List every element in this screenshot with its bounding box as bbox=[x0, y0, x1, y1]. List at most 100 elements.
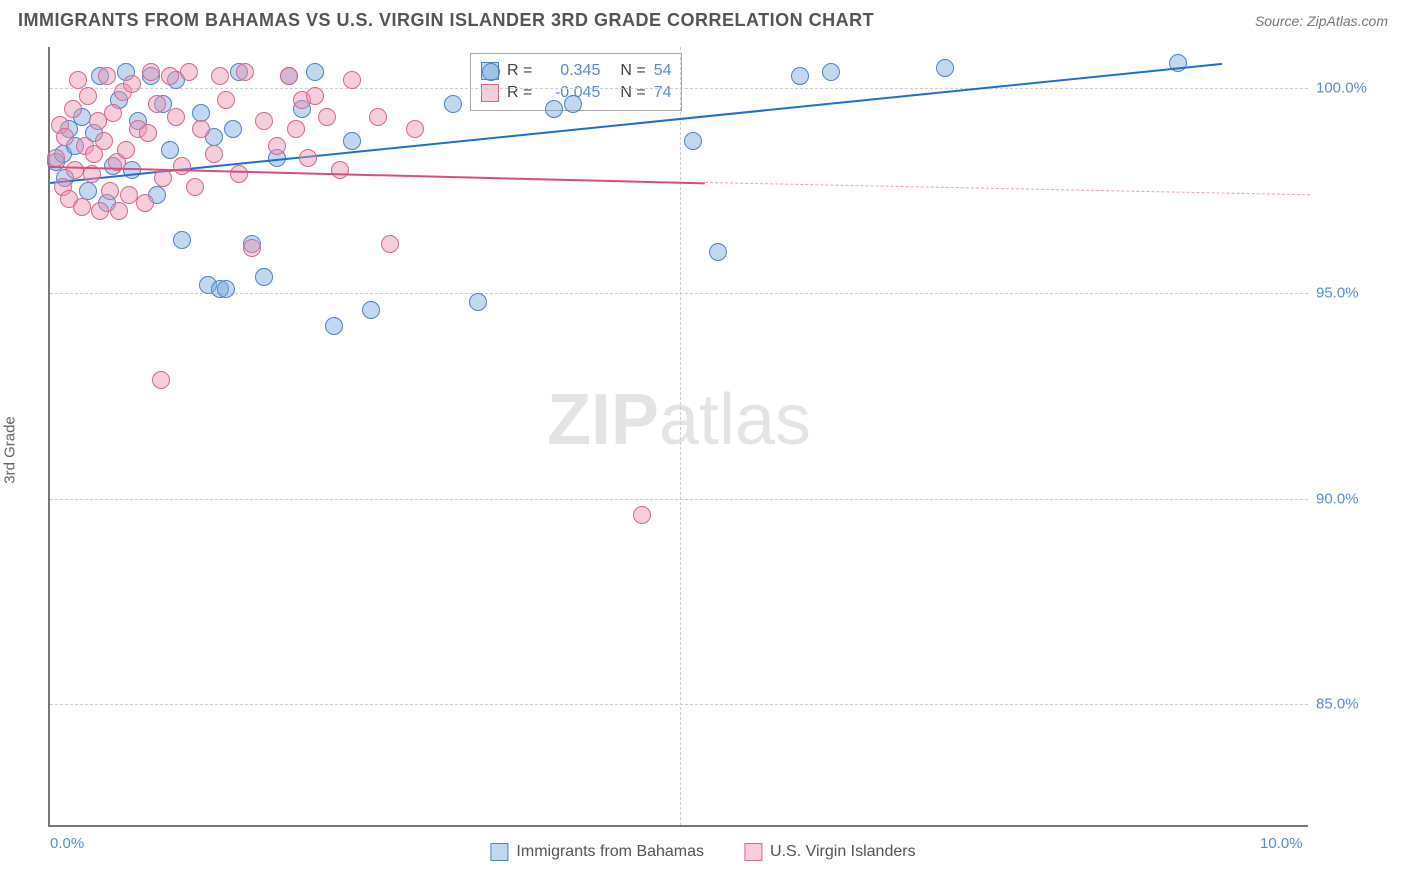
data-point bbox=[299, 149, 317, 167]
legend-series-label: Immigrants from Bahamas bbox=[516, 843, 704, 861]
gridline-horizontal bbox=[50, 88, 1308, 89]
data-point bbox=[69, 71, 87, 89]
data-point bbox=[161, 141, 179, 159]
y-axis-label: 3rd Grade bbox=[2, 416, 19, 484]
data-point bbox=[280, 67, 298, 85]
data-point bbox=[343, 132, 361, 150]
data-point bbox=[123, 75, 141, 93]
legend-series: Immigrants from Bahamas bbox=[490, 841, 704, 863]
data-point bbox=[139, 124, 157, 142]
legend-swatch bbox=[744, 843, 762, 861]
data-point bbox=[73, 198, 91, 216]
data-point bbox=[167, 108, 185, 126]
data-point bbox=[325, 317, 343, 335]
legend-series-label: U.S. Virgin Islanders bbox=[770, 843, 916, 861]
legend-n-value: 54 bbox=[654, 62, 672, 80]
data-point bbox=[98, 67, 116, 85]
header: IMMIGRANTS FROM BAHAMAS VS U.S. VIRGIN I… bbox=[0, 0, 1406, 35]
data-point bbox=[287, 120, 305, 138]
data-point bbox=[186, 178, 204, 196]
y-tick-label: 90.0% bbox=[1316, 490, 1386, 507]
legend-r-value: 0.345 bbox=[540, 62, 600, 80]
legend-series: U.S. Virgin Islanders bbox=[744, 841, 916, 863]
data-point bbox=[243, 239, 261, 257]
legend-n-label: N = bbox=[620, 62, 645, 80]
watermark-zip: ZIP bbox=[547, 380, 659, 460]
data-point bbox=[104, 104, 122, 122]
data-point bbox=[224, 120, 242, 138]
data-point bbox=[791, 67, 809, 85]
data-point bbox=[362, 301, 380, 319]
data-point bbox=[564, 95, 582, 113]
data-point bbox=[545, 100, 563, 118]
data-point bbox=[211, 67, 229, 85]
data-point bbox=[205, 145, 223, 163]
data-point bbox=[79, 87, 97, 105]
data-point bbox=[117, 141, 135, 159]
y-tick-label: 95.0% bbox=[1316, 285, 1386, 302]
data-point bbox=[709, 243, 727, 261]
data-point bbox=[684, 132, 702, 150]
source-label: Source: ZipAtlas.com bbox=[1255, 13, 1388, 29]
chart-title: IMMIGRANTS FROM BAHAMAS VS U.S. VIRGIN I… bbox=[18, 10, 874, 31]
data-point bbox=[192, 104, 210, 122]
legend-swatch bbox=[481, 84, 499, 102]
data-point bbox=[255, 268, 273, 286]
data-point bbox=[161, 67, 179, 85]
legend-n-value: 74 bbox=[654, 84, 672, 102]
data-point bbox=[331, 161, 349, 179]
data-point bbox=[369, 108, 387, 126]
data-point bbox=[318, 108, 336, 126]
data-point bbox=[236, 63, 254, 81]
y-tick-label: 100.0% bbox=[1316, 80, 1386, 97]
watermark: ZIPatlas bbox=[547, 379, 811, 461]
data-point bbox=[142, 63, 160, 81]
data-point bbox=[64, 100, 82, 118]
legend-n-label: N = bbox=[620, 84, 645, 102]
data-point bbox=[95, 132, 113, 150]
data-point bbox=[306, 87, 324, 105]
data-point bbox=[217, 280, 235, 298]
data-point bbox=[79, 182, 97, 200]
data-point bbox=[633, 506, 651, 524]
data-point bbox=[47, 149, 65, 167]
data-point bbox=[180, 63, 198, 81]
data-point bbox=[136, 194, 154, 212]
data-point bbox=[154, 169, 172, 187]
data-point bbox=[406, 120, 424, 138]
watermark-atlas: atlas bbox=[659, 380, 811, 460]
data-point bbox=[936, 59, 954, 77]
gridline-horizontal bbox=[50, 499, 1308, 500]
data-point bbox=[192, 120, 210, 138]
data-point bbox=[217, 91, 235, 109]
data-point bbox=[91, 202, 109, 220]
legend-swatch bbox=[490, 843, 508, 861]
data-point bbox=[444, 95, 462, 113]
data-point bbox=[343, 71, 361, 89]
data-point bbox=[148, 95, 166, 113]
x-tick-label: 0.0% bbox=[50, 835, 84, 852]
chart-container: 3rd Grade ZIPatlas R =0.345N =54R =-0.04… bbox=[0, 35, 1406, 865]
data-point bbox=[110, 202, 128, 220]
legend-bottom: Immigrants from Bahamas U.S. Virgin Islan… bbox=[490, 841, 915, 863]
data-point bbox=[230, 165, 248, 183]
data-point bbox=[268, 137, 286, 155]
plot-area: ZIPatlas R =0.345N =54R =-0.045N =74 85.… bbox=[48, 47, 1308, 827]
data-point bbox=[56, 128, 74, 146]
trend-line bbox=[705, 182, 1310, 196]
data-point bbox=[306, 63, 324, 81]
data-point bbox=[173, 231, 191, 249]
legend-r-label: R = bbox=[507, 62, 532, 80]
data-point bbox=[173, 157, 191, 175]
gridline-horizontal bbox=[50, 293, 1308, 294]
gridline-vertical bbox=[680, 47, 681, 825]
gridline-horizontal bbox=[50, 704, 1308, 705]
data-point bbox=[152, 371, 170, 389]
y-tick-label: 85.0% bbox=[1316, 695, 1386, 712]
data-point bbox=[255, 112, 273, 130]
x-tick-label: 10.0% bbox=[1260, 835, 1303, 852]
data-point bbox=[101, 182, 119, 200]
legend-row: R = 0.345 N = 54 bbox=[481, 60, 671, 82]
data-point bbox=[66, 161, 84, 179]
data-point bbox=[381, 235, 399, 253]
